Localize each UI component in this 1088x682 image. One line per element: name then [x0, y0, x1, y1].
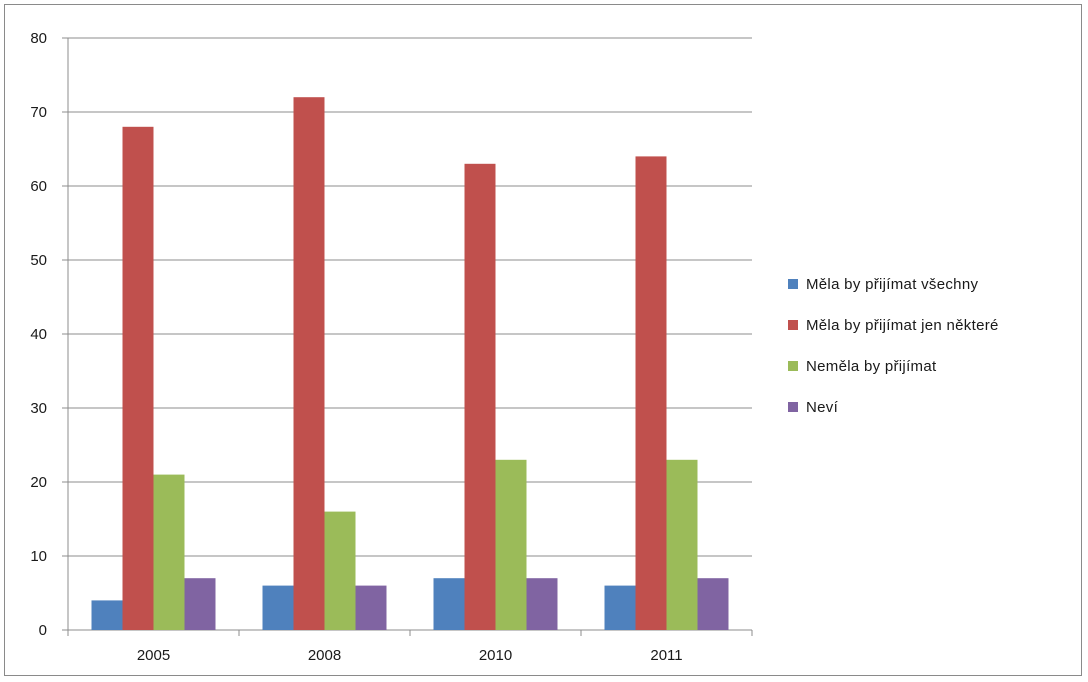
legend-label: Měla by přijímat všechny [806, 275, 979, 293]
bar [433, 578, 465, 630]
x-tick-label: 2010 [479, 647, 512, 664]
y-tick-label: 30 [30, 400, 47, 417]
bar [91, 600, 123, 630]
bar [604, 585, 636, 630]
x-tick-label: 2005 [137, 647, 170, 664]
legend-swatch [788, 279, 798, 289]
y-tick-label: 20 [30, 474, 47, 491]
bar [293, 97, 325, 630]
y-tick-label: 0 [39, 622, 47, 639]
bar [666, 459, 698, 630]
legend-label: Měla by přijímat jen některé [806, 316, 999, 334]
bar [324, 511, 356, 630]
legend-item: Neví [788, 398, 999, 416]
y-tick-label: 10 [30, 548, 47, 565]
bar [495, 459, 527, 630]
legend-swatch [788, 320, 798, 330]
bar [635, 156, 667, 630]
legend-swatch [788, 402, 798, 412]
legend-item: Měla by přijímat všechny [788, 275, 999, 293]
bar [464, 163, 496, 631]
bar [526, 578, 558, 630]
y-tick-label: 80 [30, 30, 47, 47]
bar [262, 585, 294, 630]
y-tick-label: 70 [30, 104, 47, 121]
x-tick-label: 2008 [308, 647, 341, 664]
legend-label: Neví [806, 398, 839, 416]
legend-label: Neměla by přijímat [806, 357, 937, 375]
y-tick-label: 50 [30, 252, 47, 269]
legend-swatch [788, 361, 798, 371]
bar [184, 578, 216, 630]
bar [355, 585, 387, 630]
y-tick-label: 60 [30, 178, 47, 195]
chart-legend: Měla by přijímat všechny Měla by přijímat… [788, 276, 999, 440]
legend-item: Měla by přijímat jen některé [788, 316, 999, 334]
bar [122, 126, 154, 631]
x-tick-label: 2011 [650, 647, 682, 664]
legend-item: Neměla by přijímat [788, 357, 999, 375]
bar [153, 474, 185, 630]
bar [697, 578, 729, 630]
y-tick-label: 40 [30, 326, 47, 343]
